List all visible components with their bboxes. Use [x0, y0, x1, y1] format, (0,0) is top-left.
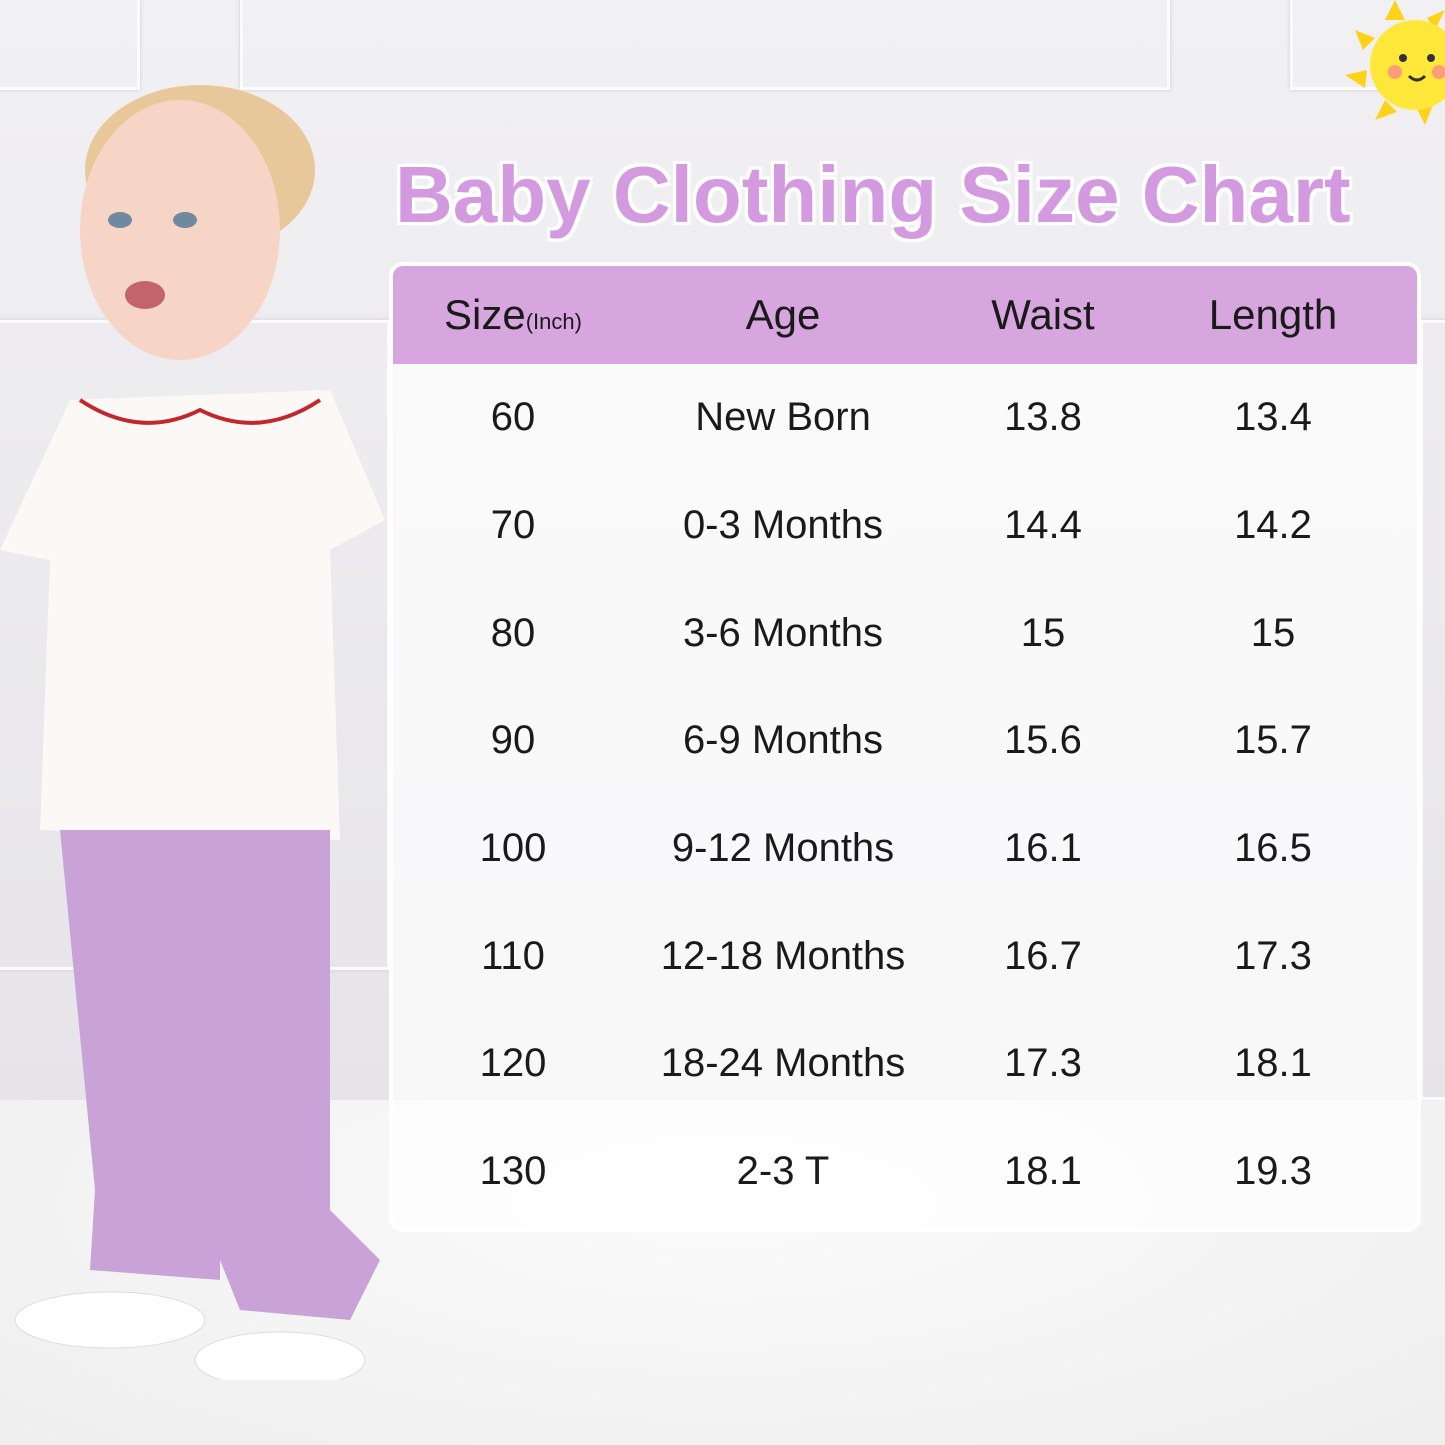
header-age: Age	[745, 291, 821, 338]
cell-length: 19.3	[1234, 1149, 1312, 1194]
cell-age: 3-6 Months	[682, 610, 884, 655]
cell-waist: 16.7	[1004, 933, 1082, 978]
table-row: 100 9-12 Months 16.1 16.5	[393, 795, 1417, 903]
cell-size: 110	[481, 933, 545, 978]
baby-photo	[0, 85, 385, 1380]
table-header-row: Size(Inch) Age Waist Length	[393, 266, 1417, 364]
cell-age: 18-24 Months	[660, 1041, 906, 1086]
cell-size: 130	[479, 1149, 547, 1194]
wall-panel	[0, 0, 140, 90]
header-length: Length	[1208, 291, 1338, 338]
cell-size: 80	[490, 610, 536, 655]
cell-waist: 16.1	[1004, 826, 1082, 871]
cell-age: 6-9 Months	[682, 718, 884, 763]
table-row: 130 2-3 T 18.1 19.3	[393, 1118, 1417, 1226]
cell-age: 12-18 Months	[660, 933, 906, 978]
cell-size: 70	[490, 503, 536, 548]
cell-waist: 18.1	[1004, 1149, 1082, 1194]
header-size: Size(Inch)	[393, 291, 633, 339]
cell-waist: 15	[1020, 610, 1066, 655]
cell-length: 15.7	[1234, 718, 1312, 763]
cell-length: 13.4	[1234, 395, 1312, 440]
cell-age: 0-3 Months	[682, 503, 884, 548]
cell-age: 2-3 T	[736, 1149, 830, 1194]
cell-length: 14.2	[1234, 503, 1312, 548]
cell-age: New Born	[695, 395, 871, 440]
wall-panel	[1290, 0, 1445, 90]
cell-waist: 13.8	[1004, 395, 1082, 440]
table-row: 60 New Born 13.8 13.4	[393, 364, 1417, 472]
table-row: 90 6-9 Months 15.6 15.7	[393, 687, 1417, 795]
table-row: 80 3-6 Months 15 15	[393, 579, 1417, 687]
cell-waist: 17.3	[1004, 1041, 1082, 1086]
cell-length: 16.5	[1234, 826, 1312, 871]
cell-age: 9-12 Months	[671, 826, 895, 871]
size-chart-table: Size(Inch) Age Waist Length 60 New Born 13…	[389, 262, 1421, 1232]
header-waist: Waist	[991, 291, 1095, 338]
table-row: 120 18-24 Months 17.3 18.1	[393, 1010, 1417, 1118]
cell-size: 100	[479, 826, 547, 871]
cell-length: 17.3	[1234, 933, 1312, 978]
wall-panel	[1420, 320, 1445, 1100]
sun-icon	[1345, 0, 1445, 125]
cell-waist: 15.6	[1004, 718, 1082, 763]
table-row: 70 0-3 Months 14.4 14.2	[393, 472, 1417, 580]
header-size-unit: (Inch)	[525, 309, 582, 334]
cell-size: 60	[490, 395, 536, 440]
wall-panel	[240, 0, 1170, 90]
cell-length: 15	[1250, 610, 1296, 655]
header-size-label: Size	[444, 291, 526, 338]
cell-size: 120	[479, 1041, 547, 1086]
cell-size: 90	[490, 718, 536, 763]
cell-length: 18.1	[1234, 1041, 1312, 1086]
table-row: 110 12-18 Months 16.7 17.3	[393, 902, 1417, 1010]
cell-waist: 14.4	[1004, 503, 1082, 548]
chart-title: Baby Clothing Size Chart	[395, 150, 1351, 239]
